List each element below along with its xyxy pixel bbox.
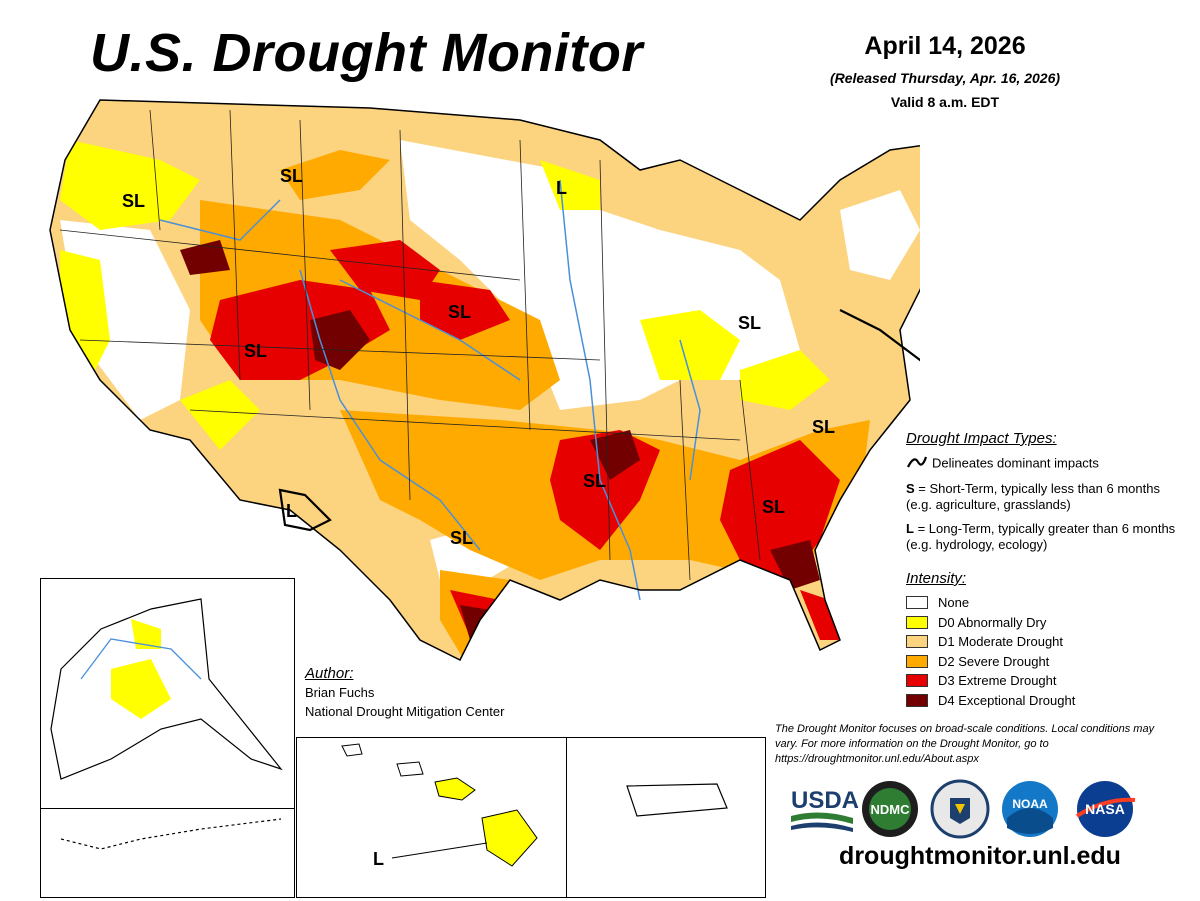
- delineates-text: Delineates dominant impacts: [932, 455, 1099, 471]
- short-term-row: S = Short-Term, typically less than 6 mo…: [906, 481, 1176, 513]
- long-term-row: L = Long-Term, typically greater than 6 …: [906, 521, 1176, 553]
- author-name: Brian Fuchs: [305, 685, 375, 700]
- map-date: April 14, 2026: [864, 32, 1026, 60]
- nasa-logo: NASA: [1075, 781, 1136, 837]
- long-term-text: = Long-Term, typically greater than 6 mo…: [906, 521, 1176, 552]
- aleutians-map: [60, 818, 282, 850]
- impact-types-legend: Drought Impact Types: Delineates dominan…: [906, 430, 1176, 561]
- intensity-legend: Intensity: None D0 Abnormally Dry D1 Mod…: [906, 570, 1176, 710]
- legend-item-d2: D2 Severe Drought: [906, 652, 1176, 672]
- hawaii-map: L: [341, 743, 538, 869]
- svg-text:NOAA: NOAA: [1012, 797, 1048, 811]
- disclaimer-note: The Drought Monitor focuses on broad-sca…: [775, 723, 1155, 765]
- legend-label: D1 Moderate Drought: [938, 634, 1064, 650]
- legend-label: None: [938, 595, 970, 611]
- impact-labels: SL SL L SL SL SL L SL SL SL SL SL L: [122, 166, 835, 548]
- logo-strip: USDA NDMC NOAA NASA: [791, 779, 1136, 839]
- svg-text:NASA: NASA: [1085, 801, 1125, 817]
- legend-item-d3: D3 Extreme Drought: [906, 671, 1176, 691]
- svg-text:NDMC: NDMC: [871, 802, 911, 817]
- legend-item-d4: D4 Exceptional Drought: [906, 691, 1176, 711]
- legend-label: D2 Severe Drought: [938, 653, 1050, 669]
- alaska-map: [50, 598, 283, 780]
- usda-logo: USDA: [791, 787, 859, 832]
- impact-label: SL: [812, 417, 835, 437]
- short-term-text: = Short-Term, typically less than 6 mont…: [906, 481, 1160, 512]
- noaa-logo: NOAA: [1002, 781, 1058, 837]
- delineation-line-icon: [906, 455, 932, 473]
- impact-delineation-lines: [278, 309, 920, 532]
- website-link[interactable]: droughtmonitor.unl.edu: [839, 842, 1121, 870]
- legend-swatch: [906, 615, 928, 629]
- legend-item-d1: D1 Moderate Drought: [906, 632, 1176, 652]
- legend-label: D0 Abnormally Dry: [938, 614, 1047, 630]
- impact-label: L: [556, 178, 567, 198]
- puerto-rico-map: [626, 783, 728, 817]
- legend-label: D3 Extreme Drought: [938, 673, 1057, 689]
- alaska-inset: [40, 578, 295, 810]
- impact-label: SL: [244, 341, 267, 361]
- legend-label: D4 Exceptional Drought: [938, 692, 1076, 708]
- legend-item-d0: D0 Abnormally Dry: [906, 613, 1176, 633]
- author-org: National Drought Mitigation Center: [305, 704, 505, 719]
- aleutians-inset: [40, 808, 295, 898]
- legend-swatch: [906, 635, 928, 649]
- conus-drought-map: SL SL L SL SL SL L SL SL SL SL SL L: [49, 99, 920, 662]
- intensity-heading: Intensity:: [906, 570, 967, 587]
- ndmc-logo: NDMC: [862, 781, 918, 837]
- impact-label: SL: [762, 497, 785, 517]
- legend-swatch: [906, 596, 928, 610]
- impact-types-heading: Drought Impact Types:: [906, 430, 1057, 447]
- legend-swatch: [906, 654, 928, 668]
- release-date: (Released Thursday, Apr. 16, 2026): [829, 70, 1061, 86]
- short-term-key: S: [906, 481, 915, 496]
- state-boundaries: [59, 109, 761, 581]
- author-heading: Author:: [305, 665, 354, 682]
- legend-swatch: [906, 674, 928, 688]
- puerto-rico-inset: [566, 737, 766, 898]
- author-block: Author: Brian Fuchs National Drought Mit…: [305, 664, 504, 721]
- impact-label: L: [373, 849, 384, 869]
- impact-label: SL: [583, 471, 606, 491]
- impact-label: SL: [280, 166, 303, 186]
- impact-label: SL: [450, 528, 473, 548]
- long-term-key: L: [906, 521, 914, 536]
- partner-logos: USDA NDMC NOAA NASA: [785, 778, 1165, 840]
- hawaii-inset: L: [296, 737, 568, 898]
- impact-label: SL: [448, 302, 471, 322]
- legend-swatch: [906, 693, 928, 707]
- impact-label: L: [286, 501, 297, 521]
- map-title: U.S. Drought Monitor: [90, 23, 643, 83]
- legend-item-none: None: [906, 593, 1176, 613]
- rivers: [159, 179, 701, 601]
- commerce-seal-logo: [930, 779, 990, 839]
- impact-label: SL: [122, 191, 145, 211]
- svg-text:USDA: USDA: [791, 787, 859, 814]
- delineates-row: Delineates dominant impacts: [906, 455, 1176, 473]
- valid-time: Valid 8 a.m. EDT: [890, 94, 1000, 110]
- impact-label: SL: [738, 313, 761, 333]
